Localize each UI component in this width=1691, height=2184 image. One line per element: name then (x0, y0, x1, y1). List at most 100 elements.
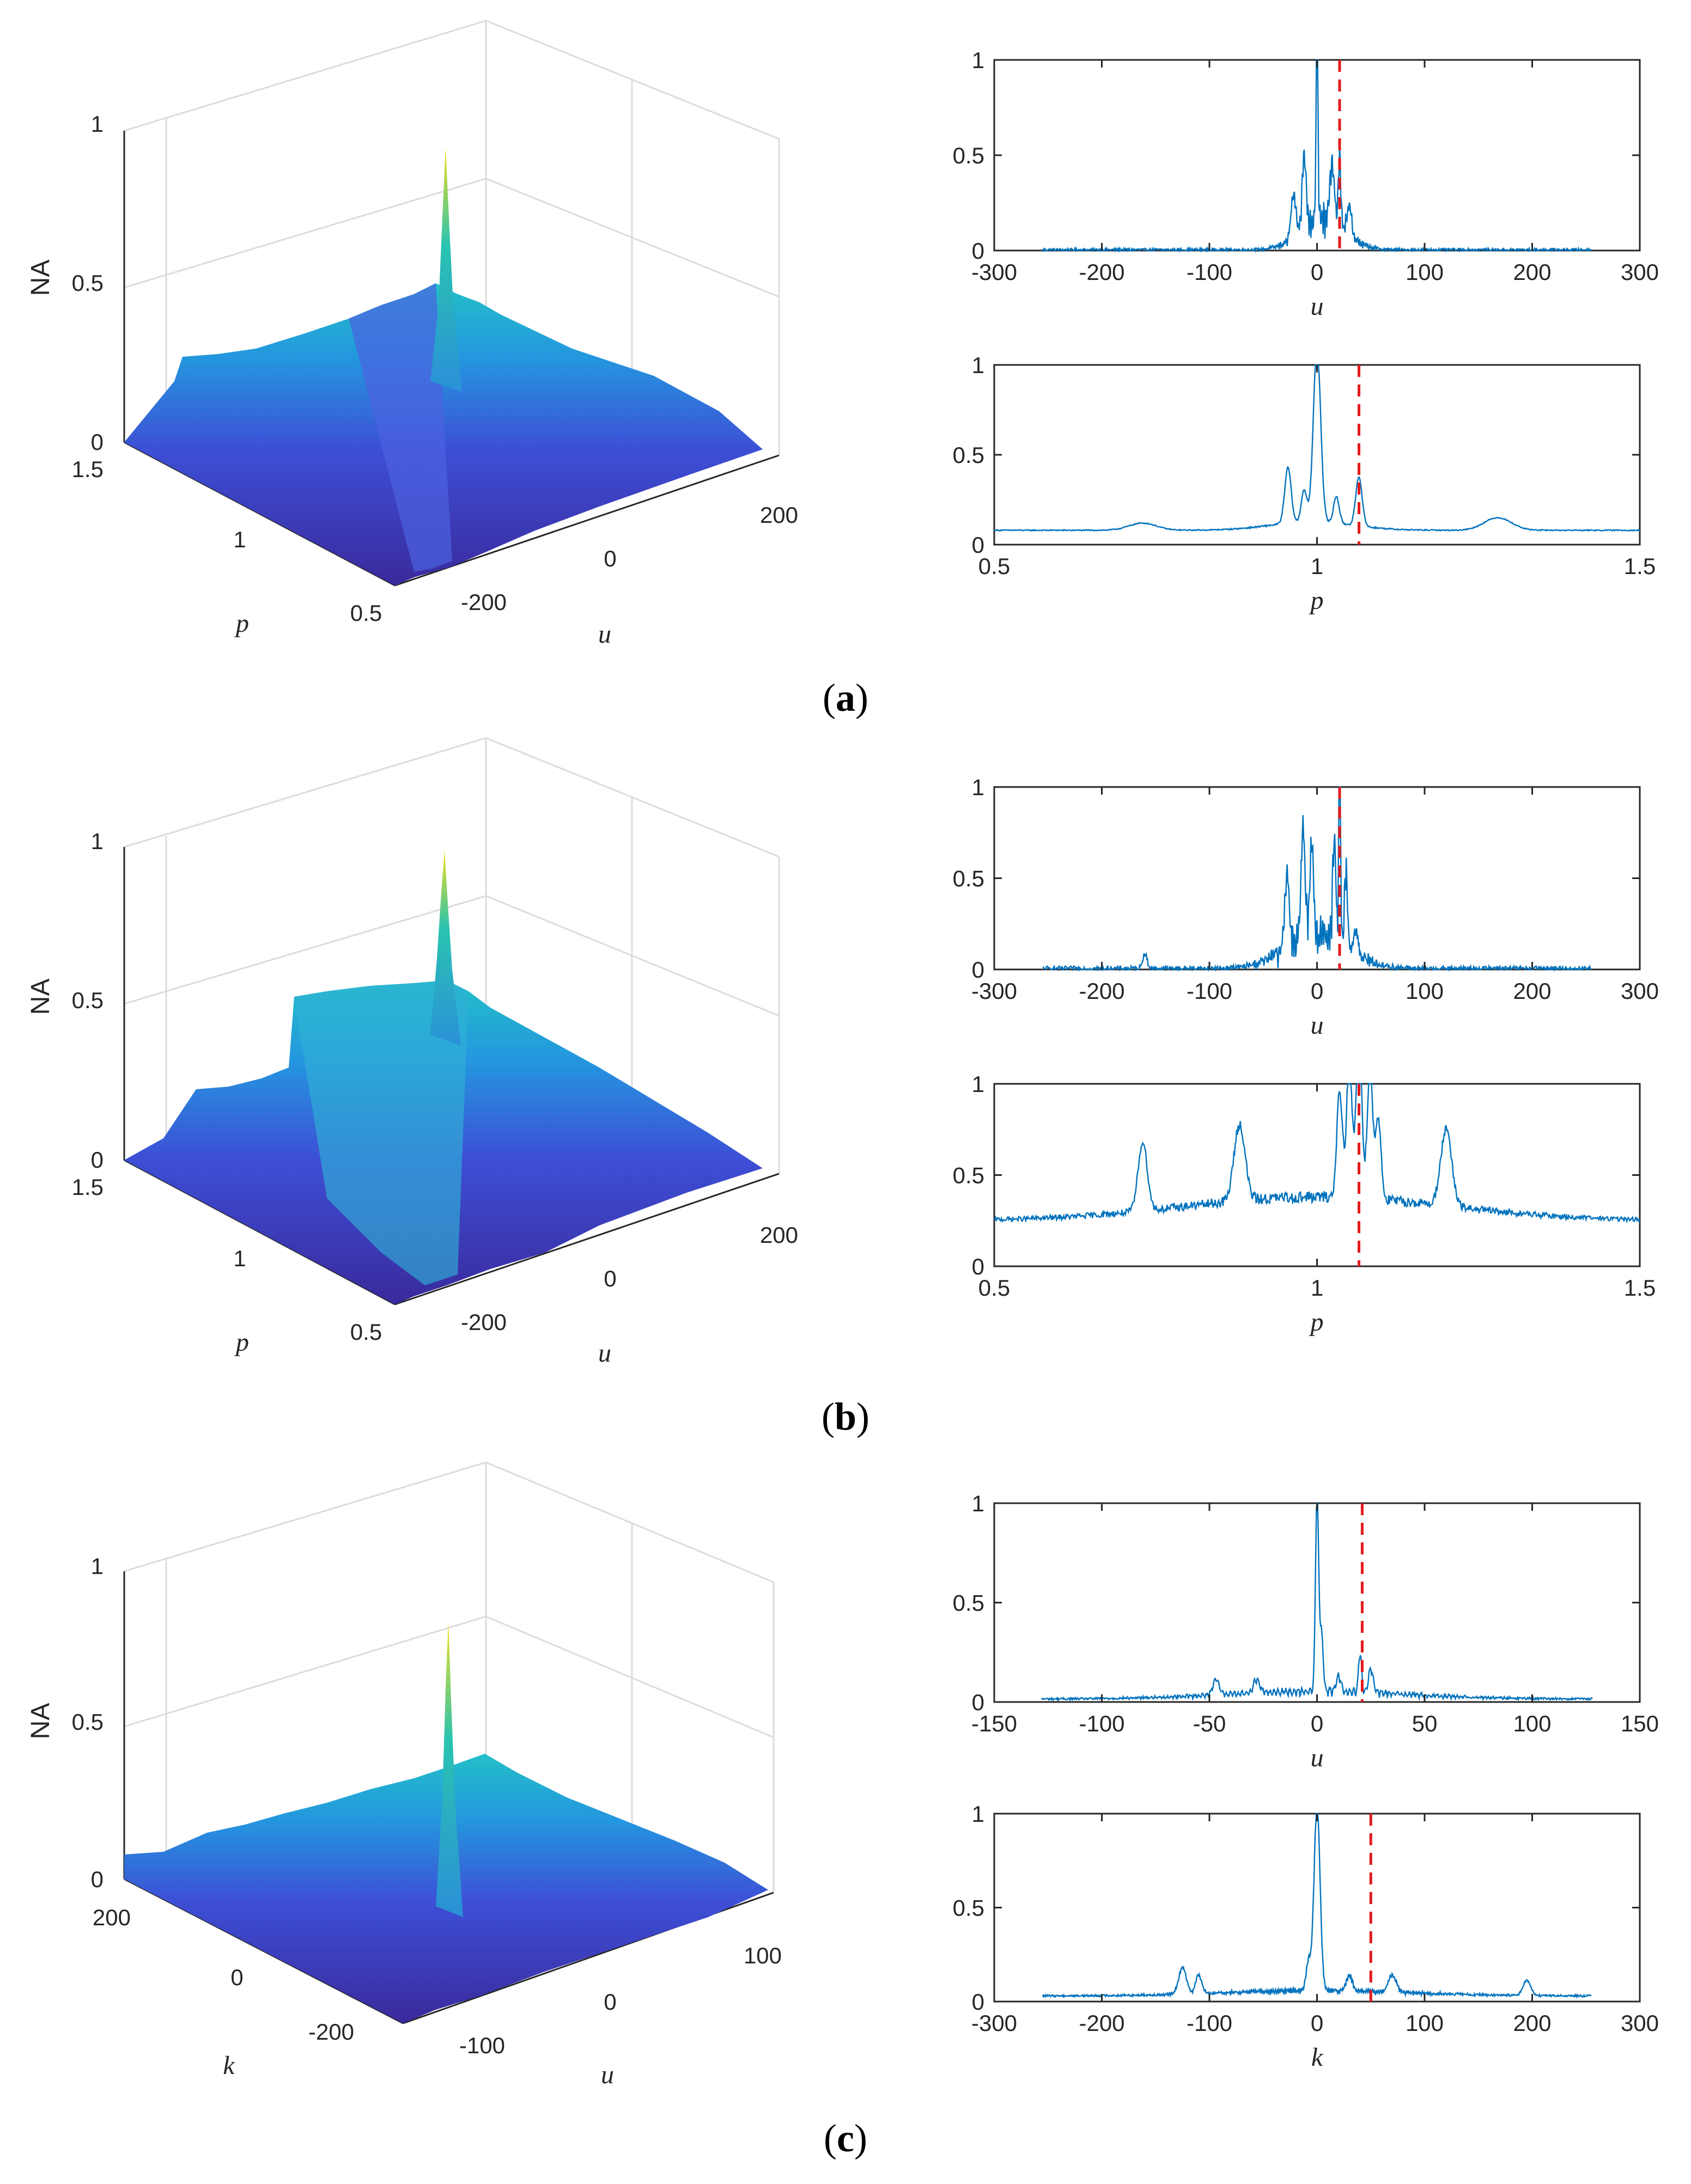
signal-line (1042, 786, 1592, 972)
caption-letter: b (835, 1395, 856, 1438)
x-tick-label: 50 (1412, 1711, 1438, 1736)
x-axis-label: u (1311, 1743, 1324, 1772)
surface-plot-b: 0 0.5 1 1.5 1 0.5 -200 0 200 NA p u (26, 737, 798, 1368)
z-tick-label: 0 (91, 429, 104, 455)
x-tick-label: 100 (1513, 1711, 1551, 1736)
x-tick-label: 1 (1311, 553, 1323, 579)
surface-plot-c: 0 0.5 1 200 0 -200 -100 0 100 NA k u (26, 1461, 782, 2089)
y-tick-label: -200 (308, 2019, 354, 2045)
z-tick-label: 0.5 (72, 1709, 104, 1735)
surface-ridge (294, 980, 469, 1285)
y-tick-label: 1 (972, 1801, 984, 1827)
panel-c: 0 0.5 1 200 0 -200 -100 0 100 NA k u (c) (26, 1461, 867, 2160)
x-tick-label: 0.5 (978, 553, 1010, 579)
surface-tick-labels: 0 0.5 1 200 0 -200 -100 0 100 (72, 1553, 782, 2058)
line-plot-a-lower: 0.5 1 1.500.51p (953, 352, 1656, 615)
y-axis-label: p (234, 609, 249, 638)
z-tick-label: 0.5 (72, 987, 104, 1013)
line-plot-c-upper: -150 -100 -50 0 50 100 150 0 0.5 1 u (953, 1491, 1659, 1772)
x-tick-label: -300 (971, 259, 1017, 285)
surface-frame (124, 1461, 775, 1893)
surface-spike (430, 147, 462, 392)
y-tick-label: 1.5 (72, 1174, 104, 1200)
x-tick-label: 0 (1311, 1711, 1323, 1736)
x-tick-label: -200 (1079, 259, 1124, 285)
y-tick-label: 1 (972, 47, 984, 73)
caption-a: (a) (823, 676, 868, 719)
x-tick-label: -300 (971, 978, 1017, 1004)
x-tick-label: 200 (760, 1222, 798, 1248)
x-tick-label: 200 (760, 502, 798, 528)
x-tick-label: -200 (461, 589, 507, 615)
line-plot-b-lower: 0.5 1 1.500.51p (953, 1071, 1656, 1337)
surface-spike (430, 850, 461, 1046)
panel-a: 0 0.5 1 1.5 1 0.5 -200 0 200 NA p u (a) (26, 20, 868, 719)
y-tick-label: 1 (972, 352, 984, 378)
y-tick-label: 0.5 (953, 1895, 984, 1921)
y-axis-label: p (234, 1328, 249, 1357)
x-axis-label: p (1309, 1308, 1324, 1337)
x-tick-label: 100 (1406, 259, 1444, 285)
line-plot-b-upper: -300 -200 -100 0 100 200 300 0 0.5 1 u (953, 774, 1659, 1040)
y-tick-label: 1 (972, 1071, 984, 1097)
caption-letter: a (836, 676, 855, 719)
line-plot-c-lower: -300 -200 -100 0 100 200 300 0 0.5 1 k (953, 1801, 1659, 2072)
x-tick-label: 300 (1621, 259, 1659, 285)
y-tick-label: 0 (972, 1689, 984, 1715)
x-axis-label: u (1311, 1011, 1324, 1040)
y-tick-label: 1 (233, 527, 246, 552)
surface-frame (124, 20, 780, 455)
y-tick-label: 0.5 (350, 1319, 382, 1345)
x-tick-label: 0 (1311, 978, 1323, 1004)
caption-b: (b) (822, 1395, 869, 1438)
surface-spike (436, 1620, 463, 1917)
z-tick-label: 0 (91, 1147, 104, 1173)
x-tick-label: 1.5 (1624, 1275, 1656, 1301)
x-tick-label: -50 (1193, 1711, 1226, 1736)
surface-tick-labels: 0 0.5 1 1.5 1 0.5 -200 0 200 (72, 828, 798, 1345)
plot-frame (993, 59, 1641, 252)
x-tick-label: -100 (1187, 978, 1232, 1004)
x-tick-label: 200 (1513, 259, 1551, 285)
plot-frame (993, 1083, 1641, 1267)
x-axis-label: k (1311, 2043, 1324, 2072)
x-tick-label: 100 (744, 1943, 782, 1968)
x-tick-label: -200 (1079, 978, 1124, 1004)
y-tick-label: 0 (230, 1965, 243, 1990)
y-tick-label: 1.5 (72, 456, 104, 482)
x-axis-label: u (598, 620, 611, 649)
y-tick-label: 0.5 (953, 1163, 984, 1188)
surface-tick-labels: 0 0.5 1 1.5 1 0.5 -200 0 200 (72, 111, 798, 626)
y-tick-label: 1 (233, 1246, 246, 1271)
caption-c: (c) (824, 2116, 867, 2160)
x-tick-label: 0 (1311, 2010, 1323, 2036)
y-tick-label: 0 (972, 238, 984, 264)
x-tick-label: 0.5 (978, 1275, 1010, 1301)
z-tick-label: 0.5 (72, 270, 104, 296)
panel-b: 0 0.5 1 1.5 1 0.5 -200 0 200 NA p u (b) (26, 737, 869, 1438)
y-tick-label: 0.5 (953, 1590, 984, 1616)
y-tick-label: 0 (972, 957, 984, 983)
x-tick-label: 150 (1621, 1711, 1659, 1736)
y-tick-label: 0.5 (350, 600, 382, 626)
y-tick-label: 1 (972, 774, 984, 800)
x-tick-label: 100 (1406, 2010, 1444, 2036)
x-tick-label: 1 (1311, 1275, 1323, 1301)
y-tick-label: 0 (972, 1989, 984, 2015)
plot-frame (993, 1813, 1641, 2003)
surface-ridge (349, 283, 452, 572)
z-axis-label: NA (26, 979, 55, 1015)
z-tick-label: 1 (91, 828, 104, 854)
z-tick-label: 0 (91, 1866, 104, 1892)
x-tick-label: 100 (1406, 978, 1444, 1004)
x-tick-label: 200 (1513, 2010, 1551, 2036)
z-tick-label: 1 (91, 1553, 104, 1579)
x-axis-label: p (1309, 586, 1324, 615)
x-tick-label: 0 (604, 546, 616, 571)
z-axis-label: NA (26, 1703, 55, 1740)
x-tick-label: -300 (971, 2010, 1017, 2036)
x-axis-label: u (601, 2060, 614, 2089)
y-tick-label: 0.5 (953, 143, 984, 168)
